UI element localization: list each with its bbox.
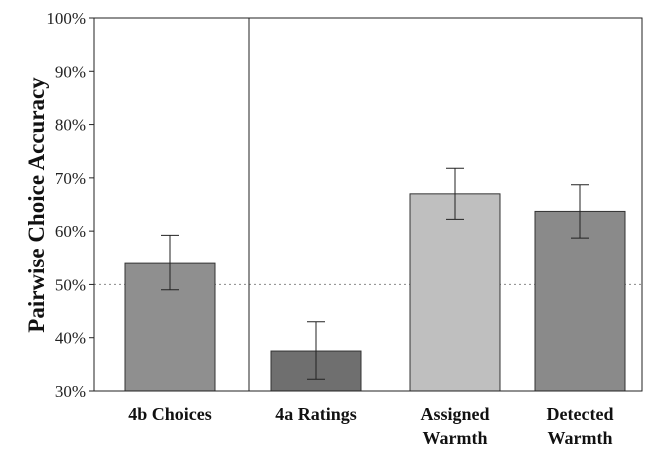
category-label-line: 4b Choices — [128, 404, 212, 424]
category-label-line: Warmth — [548, 428, 613, 448]
plot-frame — [93, 17, 643, 392]
y-tick-label-100: 100% — [46, 9, 86, 28]
y-axis-title-group: Pairwise Choice Accuracy — [24, 77, 49, 333]
category-label-4: Detected Warmth — [547, 404, 614, 448]
y-tick-label-80: 80% — [55, 116, 86, 135]
y-tick-label-60: 60% — [55, 222, 86, 241]
y-axis-title: Pairwise Choice Accuracy — [24, 77, 49, 333]
y-tick-label-40: 40% — [55, 329, 86, 348]
category-label-line: 4a Ratings — [275, 404, 357, 424]
category-label-line: Detected — [547, 404, 614, 424]
bar-3 — [409, 193, 501, 392]
y-tick-label-50: 50% — [55, 275, 86, 294]
category-label-line: Assigned — [420, 404, 489, 424]
y-tick-label-70: 70% — [55, 169, 86, 188]
category-label-line: Warmth — [423, 428, 488, 448]
y-tick-label-90: 90% — [55, 62, 86, 81]
y-tick-label-30: 30% — [55, 382, 86, 401]
category-label-1: 4b Choices — [128, 404, 212, 424]
category-label-2: 4a Ratings — [275, 404, 357, 424]
plot-area: 30% 40% 50% 60% 70% 80% 90% 100% 4b Choices 4a Ra… — [46, 9, 643, 448]
category-label-3: Assigned Warmth — [420, 404, 489, 448]
